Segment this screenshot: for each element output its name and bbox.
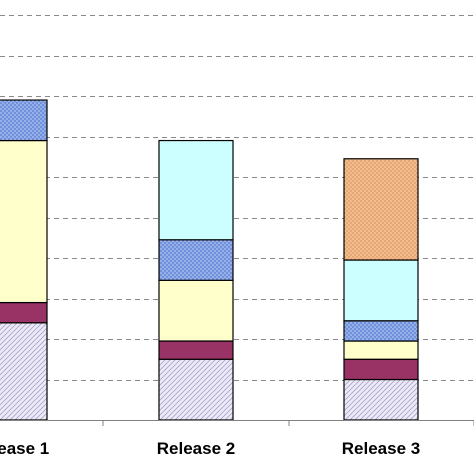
bar-segment	[158, 239, 234, 281]
bar-segment	[158, 139, 234, 241]
bar-segment	[343, 259, 419, 322]
bar-segment	[0, 139, 48, 304]
bar-segment	[343, 340, 419, 360]
bar-segment	[158, 358, 234, 421]
bar-segment	[343, 158, 419, 261]
bars	[0, 99, 419, 421]
bar-segment	[158, 340, 234, 360]
category-label: Release 1	[0, 439, 49, 458]
gridlines	[0, 15, 474, 381]
bar-segment	[343, 320, 419, 342]
bar-segment	[343, 378, 419, 421]
bar-segment	[158, 279, 234, 342]
bar-segment	[0, 322, 48, 421]
bar-segment	[0, 301, 48, 324]
category-label: Release 3	[342, 439, 420, 458]
x-axis	[0, 420, 474, 426]
bar-segment	[343, 358, 419, 381]
bar-segment	[0, 99, 48, 142]
category-label: Release 2	[157, 439, 235, 458]
category-labels: Release 1 Release 2 Release 3	[0, 439, 420, 458]
